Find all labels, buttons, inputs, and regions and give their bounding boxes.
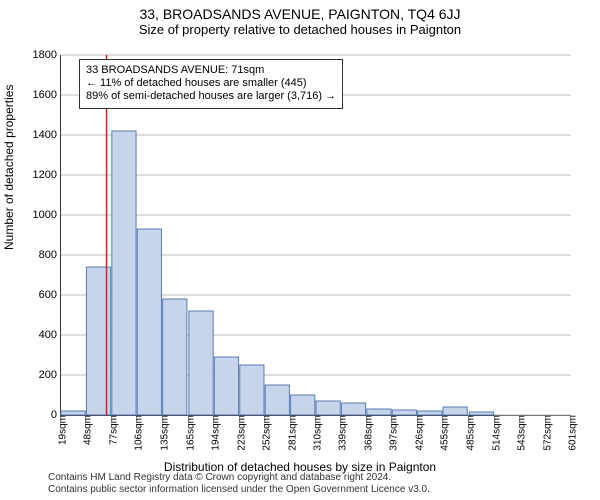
chart-subtitle: Size of property relative to detached ho… — [0, 22, 600, 37]
x-tick: 397sqm — [385, 415, 400, 451]
page-title: 33, BROADSANDS AVENUE, PAIGNTON, TQ4 6JJ — [0, 0, 600, 22]
x-tick: 135sqm — [155, 415, 170, 451]
x-tick: 455sqm — [436, 415, 451, 451]
x-tick: 252sqm — [258, 415, 273, 451]
chart-container: 33, BROADSANDS AVENUE, PAIGNTON, TQ4 6JJ… — [0, 0, 600, 500]
footer-line1: Contains HM Land Registry data © Crown c… — [48, 472, 430, 484]
histogram-plot: 33 BROADSANDS AVENUE: 71sqm ← 11% of det… — [60, 55, 571, 416]
y-tick: 400 — [39, 329, 61, 341]
y-tick: 1000 — [33, 209, 61, 221]
y-tick: 1600 — [33, 89, 61, 101]
x-tick: 485sqm — [462, 415, 477, 451]
x-tick: 368sqm — [359, 415, 374, 451]
annotation-line3: 89% of semi-detached houses are larger (… — [86, 90, 336, 103]
annotation-box: 33 BROADSANDS AVENUE: 71sqm ← 11% of det… — [79, 59, 343, 109]
x-tick: 194sqm — [207, 415, 222, 451]
x-tick: 48sqm — [79, 415, 94, 445]
y-tick: 1200 — [33, 169, 61, 181]
x-tick: 514sqm — [487, 415, 502, 451]
footer-line2: Contains public sector information licen… — [48, 484, 430, 496]
x-tick: 77sqm — [104, 415, 119, 445]
x-tick: 106sqm — [130, 415, 145, 451]
chart-svg — [61, 55, 571, 415]
x-tick: 339sqm — [334, 415, 349, 451]
y-tick: 1400 — [33, 129, 61, 141]
annotation-line2: ← 11% of detached houses are smaller (44… — [86, 77, 336, 90]
x-tick: 426sqm — [410, 415, 425, 451]
x-tick: 165sqm — [181, 415, 196, 451]
x-tick: 281sqm — [283, 415, 298, 451]
x-tick: 601sqm — [564, 415, 579, 451]
x-tick: 572sqm — [538, 415, 553, 451]
y-axis-label: Number of detached properties — [2, 85, 16, 250]
y-tick: 800 — [39, 249, 61, 261]
y-tick: 200 — [39, 369, 61, 381]
footer-text: Contains HM Land Registry data © Crown c… — [48, 472, 430, 496]
annotation-line1: 33 BROADSANDS AVENUE: 71sqm — [86, 64, 336, 77]
x-tick: 19sqm — [54, 415, 69, 445]
y-tick: 600 — [39, 289, 61, 301]
y-tick: 1800 — [33, 49, 61, 61]
x-tick: 223sqm — [232, 415, 247, 451]
x-tick: 310sqm — [309, 415, 324, 451]
x-tick: 543sqm — [513, 415, 528, 451]
